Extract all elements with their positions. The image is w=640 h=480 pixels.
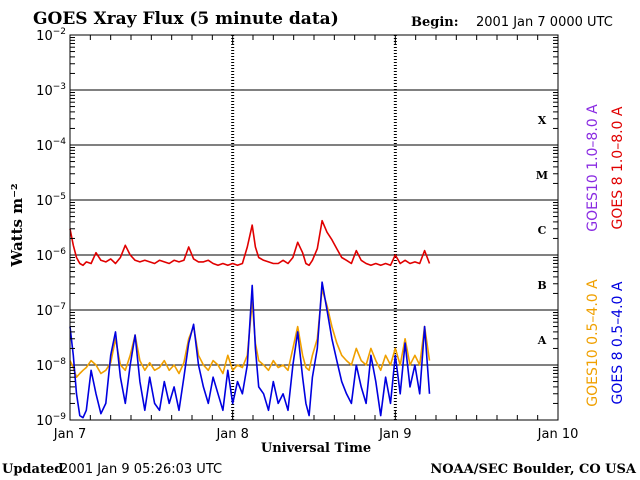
flare-class-label: C (538, 224, 547, 237)
begin-value: 2001 Jan 7 0000 UTC (476, 15, 613, 30)
y-tick-label: 10−5 (36, 192, 66, 209)
y-tick-label: 10−3 (36, 82, 66, 99)
x-tick-label: Jan 8 (215, 427, 248, 442)
x-tick-label: Jan 7 (53, 427, 86, 442)
y-tick-label: 10−8 (36, 357, 66, 374)
flare-class-labels: X M C B A (536, 114, 548, 347)
legend-entry: GOES10 0.5–4.0 A (585, 279, 601, 407)
updated-label: Updated (2, 462, 63, 477)
begin-label: Begin: (411, 15, 459, 30)
series-line (69, 281, 431, 419)
legend-entry: GOES 8 1.0–8.0 A (610, 106, 626, 229)
y-tick-label: 10−4 (36, 137, 66, 154)
y-axis-tick-labels: 10−2 10−3 10−4 10−5 10−6 10−7 10−8 10−9 (36, 27, 66, 429)
y-tick-label: 10−6 (36, 247, 66, 264)
x-tick-label: Jan 9 (378, 427, 411, 442)
flare-class-label: B (537, 279, 546, 292)
updated-value: 2001 Jan 9 05:26:03 UTC (60, 462, 222, 477)
legend-entry: GOES 8 0.5–4.0 A (610, 281, 626, 404)
y-tick-label: 10−2 (36, 27, 66, 44)
flare-class-label: M (536, 169, 548, 182)
x-axis-tick-labels: Jan 7 Jan 8 Jan 9 Jan 10 (53, 427, 579, 442)
chart-title: GOES Xray Flux (5 minute data) (33, 9, 339, 29)
flare-class-label: A (537, 334, 547, 347)
flare-class-label: X (538, 114, 547, 127)
y-axis-label: Watts m⁻² (8, 183, 26, 267)
plot-frame (69, 34, 559, 421)
y-tick-label: 10−9 (36, 412, 66, 429)
legend: GOES10 1.0–8.0 A GOES 8 1.0–8.0 A GOES10 0… (585, 104, 626, 407)
legend-entry: GOES10 1.0–8.0 A (585, 104, 601, 232)
y-tick-label: 10−7 (36, 302, 66, 319)
series-line (69, 219, 431, 267)
data-series (69, 219, 431, 419)
x-tick-label: Jan 10 (537, 427, 579, 442)
credit-text: NOAA/SEC Boulder, CO USA (430, 462, 637, 477)
x-axis-label: Universal Time (261, 441, 371, 456)
